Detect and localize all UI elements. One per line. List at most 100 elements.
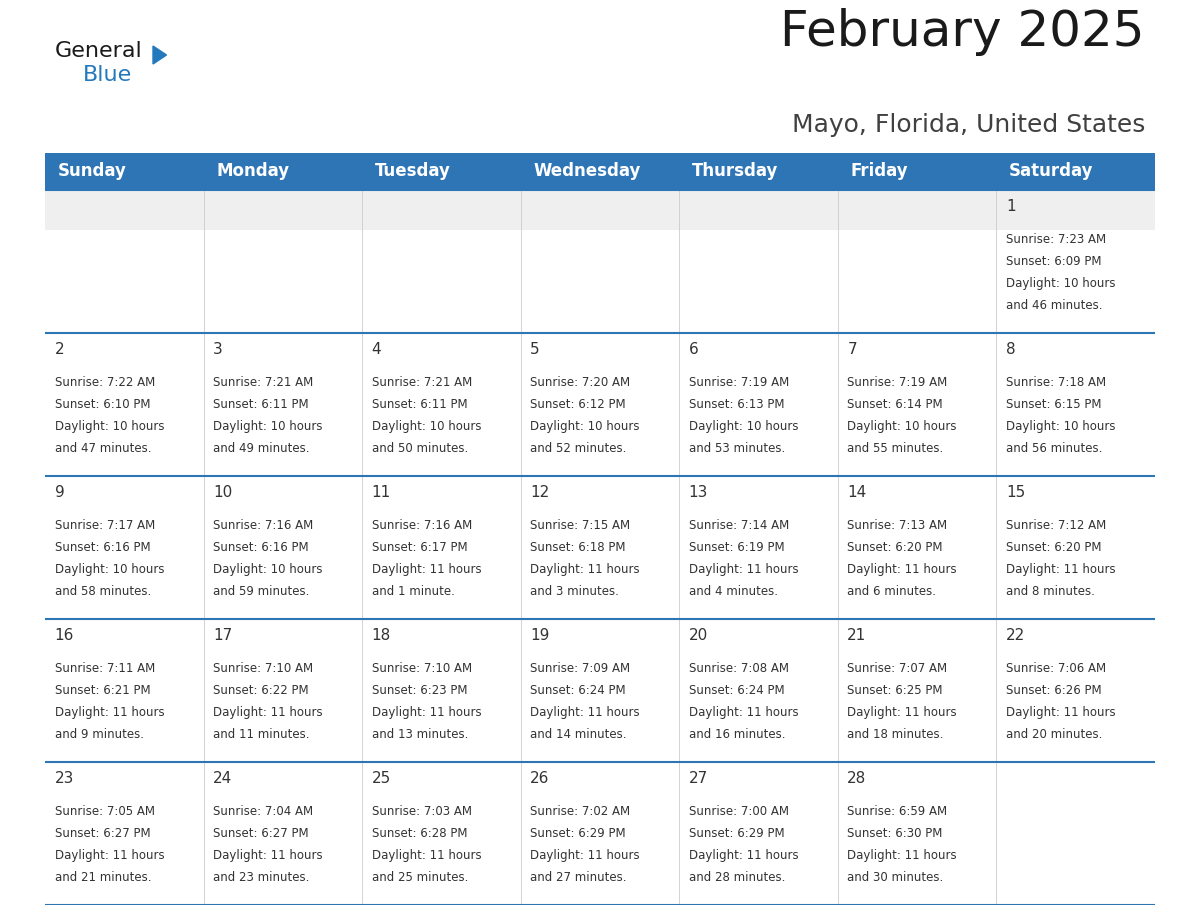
Text: and 23 minutes.: and 23 minutes. (213, 871, 309, 884)
Text: Sunset: 6:17 PM: Sunset: 6:17 PM (372, 541, 467, 554)
Text: Sunrise: 7:06 AM: Sunrise: 7:06 AM (1006, 662, 1106, 675)
Text: and 1 minute.: and 1 minute. (372, 586, 455, 599)
Text: Sunrise: 7:07 AM: Sunrise: 7:07 AM (847, 662, 948, 675)
Text: Daylight: 11 hours: Daylight: 11 hours (847, 564, 958, 577)
Text: Sunrise: 7:21 AM: Sunrise: 7:21 AM (372, 375, 472, 389)
Text: Monday: Monday (216, 162, 290, 181)
Bar (838, 476, 997, 619)
Text: 11: 11 (372, 485, 391, 499)
Text: Sunrise: 7:04 AM: Sunrise: 7:04 AM (213, 805, 314, 818)
Text: and 4 minutes.: and 4 minutes. (689, 586, 778, 599)
Text: Daylight: 11 hours: Daylight: 11 hours (530, 564, 640, 577)
Text: 12: 12 (530, 485, 550, 499)
Text: 4: 4 (372, 341, 381, 356)
Bar (203, 762, 362, 905)
Bar (45, 476, 203, 619)
Bar (45, 619, 203, 762)
Text: 9: 9 (55, 485, 64, 499)
Text: and 56 minutes.: and 56 minutes. (1006, 442, 1102, 455)
Bar (838, 762, 997, 905)
Bar (520, 476, 680, 619)
Bar (362, 153, 520, 190)
Bar (203, 476, 362, 619)
Text: and 55 minutes.: and 55 minutes. (847, 442, 943, 455)
Text: Blue: Blue (83, 65, 132, 85)
Text: Sunrise: 7:22 AM: Sunrise: 7:22 AM (55, 375, 154, 389)
Text: Daylight: 11 hours: Daylight: 11 hours (847, 849, 958, 862)
Bar (997, 153, 1155, 190)
Bar (997, 190, 1155, 230)
Text: Sunset: 6:20 PM: Sunset: 6:20 PM (847, 541, 943, 554)
Bar (362, 333, 520, 476)
Text: Sunset: 6:21 PM: Sunset: 6:21 PM (55, 684, 150, 697)
Text: Sunrise: 7:16 AM: Sunrise: 7:16 AM (213, 519, 314, 532)
Text: Sunset: 6:23 PM: Sunset: 6:23 PM (372, 684, 467, 697)
Text: and 6 minutes.: and 6 minutes. (847, 586, 936, 599)
Text: Sunset: 6:24 PM: Sunset: 6:24 PM (530, 684, 626, 697)
Text: Sunrise: 7:08 AM: Sunrise: 7:08 AM (689, 662, 789, 675)
Text: Sunrise: 7:12 AM: Sunrise: 7:12 AM (1006, 519, 1106, 532)
Text: Sunset: 6:16 PM: Sunset: 6:16 PM (55, 541, 150, 554)
Text: Daylight: 10 hours: Daylight: 10 hours (530, 420, 639, 433)
Text: 16: 16 (55, 628, 74, 643)
Text: 2: 2 (55, 341, 64, 356)
Bar (680, 230, 838, 333)
Text: Sunset: 6:24 PM: Sunset: 6:24 PM (689, 684, 784, 697)
Text: and 30 minutes.: and 30 minutes. (847, 871, 943, 884)
Text: Mayo, Florida, United States: Mayo, Florida, United States (791, 113, 1145, 137)
Text: Sunrise: 7:11 AM: Sunrise: 7:11 AM (55, 662, 154, 675)
Text: 27: 27 (689, 770, 708, 786)
Bar (838, 190, 997, 230)
Text: Sunset: 6:13 PM: Sunset: 6:13 PM (689, 398, 784, 411)
Text: Daylight: 11 hours: Daylight: 11 hours (213, 706, 323, 719)
Text: and 20 minutes.: and 20 minutes. (1006, 728, 1102, 742)
Text: Sunset: 6:12 PM: Sunset: 6:12 PM (530, 398, 626, 411)
Bar (520, 190, 680, 230)
Text: 3: 3 (213, 341, 223, 356)
Text: 19: 19 (530, 628, 550, 643)
Text: 22: 22 (1006, 628, 1025, 643)
Text: Friday: Friday (851, 162, 908, 181)
Text: Sunrise: 7:17 AM: Sunrise: 7:17 AM (55, 519, 154, 532)
Text: Daylight: 10 hours: Daylight: 10 hours (55, 564, 164, 577)
Text: Daylight: 11 hours: Daylight: 11 hours (372, 564, 481, 577)
Text: Tuesday: Tuesday (375, 162, 450, 181)
Bar (45, 230, 203, 333)
Text: and 18 minutes.: and 18 minutes. (847, 728, 943, 742)
Text: Thursday: Thursday (691, 162, 778, 181)
Text: Sunrise: 7:18 AM: Sunrise: 7:18 AM (1006, 375, 1106, 389)
Text: Sunset: 6:25 PM: Sunset: 6:25 PM (847, 684, 943, 697)
Text: and 50 minutes.: and 50 minutes. (372, 442, 468, 455)
Text: Sunset: 6:26 PM: Sunset: 6:26 PM (1006, 684, 1101, 697)
Text: Sunrise: 7:19 AM: Sunrise: 7:19 AM (847, 375, 948, 389)
Bar (362, 619, 520, 762)
Text: 10: 10 (213, 485, 233, 499)
Text: Sunset: 6:18 PM: Sunset: 6:18 PM (530, 541, 626, 554)
Text: Sunrise: 7:13 AM: Sunrise: 7:13 AM (847, 519, 948, 532)
Bar (45, 333, 203, 476)
Bar (680, 762, 838, 905)
Text: and 14 minutes.: and 14 minutes. (530, 728, 627, 742)
Bar (203, 619, 362, 762)
Text: Sunrise: 7:19 AM: Sunrise: 7:19 AM (689, 375, 789, 389)
Text: Sunset: 6:10 PM: Sunset: 6:10 PM (55, 398, 150, 411)
Text: Daylight: 10 hours: Daylight: 10 hours (1006, 420, 1116, 433)
Text: and 27 minutes.: and 27 minutes. (530, 871, 627, 884)
Text: Daylight: 11 hours: Daylight: 11 hours (530, 706, 640, 719)
Bar (203, 153, 362, 190)
Text: Sunset: 6:14 PM: Sunset: 6:14 PM (847, 398, 943, 411)
Text: Sunrise: 7:05 AM: Sunrise: 7:05 AM (55, 805, 154, 818)
Text: 21: 21 (847, 628, 866, 643)
Bar (520, 230, 680, 333)
Text: Sunrise: 7:02 AM: Sunrise: 7:02 AM (530, 805, 631, 818)
Text: Daylight: 10 hours: Daylight: 10 hours (689, 420, 798, 433)
Polygon shape (153, 46, 166, 64)
Bar (45, 762, 203, 905)
Text: Sunset: 6:27 PM: Sunset: 6:27 PM (213, 827, 309, 840)
Text: February 2025: February 2025 (781, 8, 1145, 56)
Text: 5: 5 (530, 341, 539, 356)
Bar (520, 333, 680, 476)
Text: Sunrise: 7:09 AM: Sunrise: 7:09 AM (530, 662, 631, 675)
Text: and 13 minutes.: and 13 minutes. (372, 728, 468, 742)
Text: 28: 28 (847, 770, 866, 786)
